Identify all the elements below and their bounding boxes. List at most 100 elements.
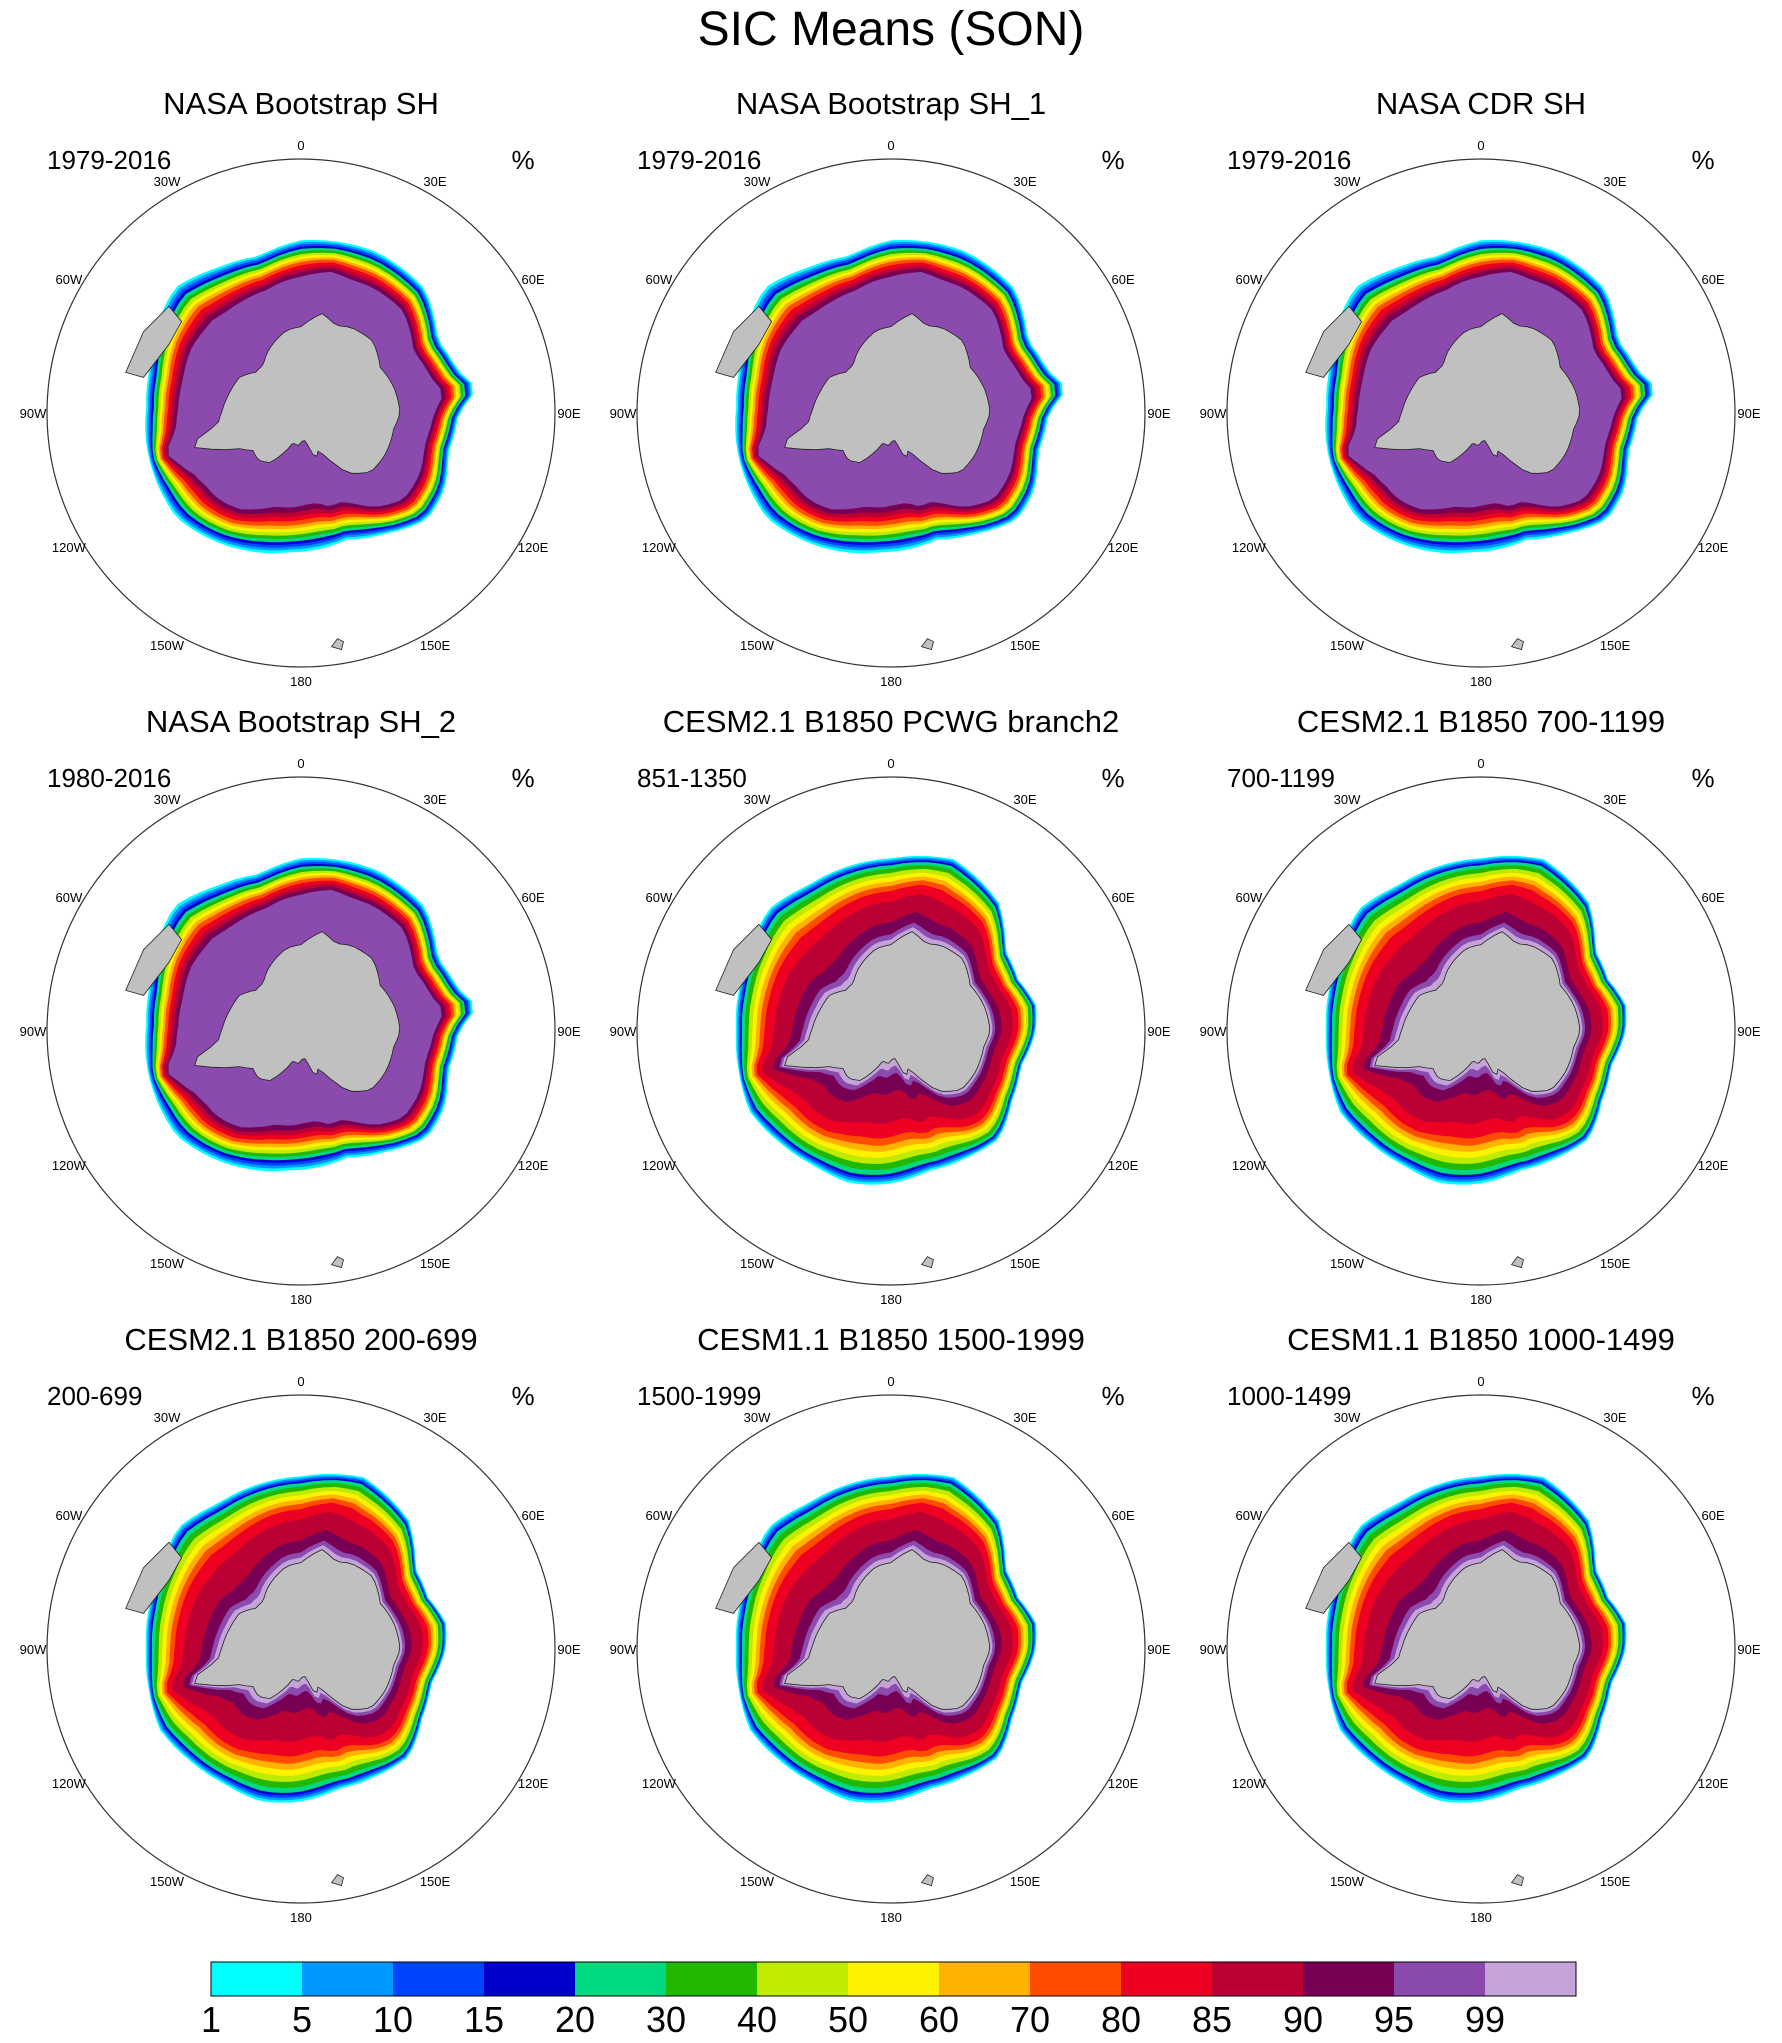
antarctica-land (1374, 1549, 1581, 1710)
longitude-label: 30E (423, 174, 446, 189)
map-panel: CESM2.1 B1850 PCWG branch2 851-1350 % 0 30E 6… (610, 704, 1171, 1307)
longitude-label: 30W (744, 1410, 771, 1425)
longitude-label: 30W (154, 792, 181, 807)
map-panel: CESM2.1 B1850 200-699 200-699 % 0 30E 60E 90E 1… (20, 1322, 581, 1925)
longitude-label: 120E (518, 1158, 549, 1173)
longitude-label: 60W (1236, 1508, 1263, 1523)
longitude-label: 120E (1108, 1776, 1139, 1791)
map-panel: CESM2.1 B1850 700-1199 700-1199 % 0 30E 60E 90… (1200, 704, 1761, 1307)
panel-title: CESM2.1 B1850 200-699 (124, 1322, 477, 1357)
longitude-label: 120W (642, 540, 677, 555)
longitude-label: 90W (20, 406, 47, 421)
new-zealand-land (1510, 1874, 1524, 1887)
panel-period: 1000-1499 (1227, 1381, 1351, 1411)
longitude-label: 0 (297, 138, 304, 153)
longitude-label: 120W (1232, 1776, 1267, 1791)
longitude-label: 30W (1334, 792, 1361, 807)
longitude-label: 180 (880, 1292, 902, 1307)
longitude-label: 60E (1112, 272, 1135, 287)
colorbar-swatch (393, 1962, 484, 1996)
map-panel: NASA CDR SH 1979-2016 % 0 30E 60E 90E 120E 150E 1… (1200, 86, 1761, 689)
longitude-label: 60W (646, 1508, 673, 1523)
panel-period: 200-699 (47, 1381, 142, 1411)
longitude-label: 30E (423, 1410, 446, 1425)
longitude-label: 30W (1334, 1410, 1361, 1425)
antarctica-land (194, 931, 401, 1092)
longitude-label: 180 (290, 1910, 312, 1925)
longitude-label: 60E (1702, 1508, 1725, 1523)
new-zealand-land (330, 1874, 344, 1887)
longitude-label: 90E (1737, 406, 1760, 421)
antarctica-land (194, 313, 401, 474)
panel-unit: % (511, 763, 534, 793)
panel-title: NASA CDR SH (1376, 86, 1586, 121)
longitude-label: 150E (1010, 638, 1041, 653)
colorbar-swatch (1303, 1962, 1394, 1996)
panel-period: 1979-2016 (47, 145, 171, 175)
longitude-label: 150E (1010, 1874, 1041, 1889)
longitude-label: 30E (1603, 792, 1626, 807)
panel-period: 1979-2016 (1227, 145, 1351, 175)
longitude-label: 150E (1600, 1874, 1631, 1889)
south-america-land (715, 1541, 773, 1614)
longitude-label: 90E (1737, 1642, 1760, 1657)
longitude-label: 90E (557, 1024, 580, 1039)
new-zealand-land (920, 638, 934, 651)
longitude-label: 180 (290, 674, 312, 689)
longitude-label: 90E (1737, 1024, 1760, 1039)
panel-period: 1500-1999 (637, 1381, 761, 1411)
south-america-land (1305, 1541, 1363, 1614)
panel-unit: % (511, 145, 534, 175)
antarctica-land (1374, 931, 1581, 1092)
longitude-label: 90W (610, 406, 637, 421)
longitude-label: 0 (887, 138, 894, 153)
new-zealand-land (920, 1256, 934, 1269)
longitude-label: 150W (1330, 1874, 1365, 1889)
longitude-label: 120W (1232, 1158, 1267, 1173)
longitude-label: 90W (1200, 1642, 1227, 1657)
longitude-label: 150W (1330, 638, 1365, 653)
new-zealand-land (330, 638, 344, 651)
colorbar-label: 15 (464, 1999, 504, 2040)
longitude-label: 150W (150, 1256, 185, 1271)
longitude-label: 0 (297, 756, 304, 771)
longitude-label: 120E (518, 540, 549, 555)
longitude-label: 90W (20, 1642, 47, 1657)
longitude-label: 60E (1702, 890, 1725, 905)
longitude-label: 120W (1232, 540, 1267, 555)
colorbar-swatch (666, 1962, 757, 1996)
antarctica-land (784, 931, 991, 1092)
panel-unit: % (1691, 145, 1714, 175)
longitude-label: 30W (154, 174, 181, 189)
longitude-label: 0 (887, 1374, 894, 1389)
panel-title: NASA Bootstrap SH (163, 86, 439, 121)
longitude-label: 30W (1334, 174, 1361, 189)
longitude-label: 0 (1477, 756, 1484, 771)
colorbar-frame (210, 1961, 1577, 1997)
longitude-label: 180 (880, 1910, 902, 1925)
longitude-label: 30E (1013, 174, 1036, 189)
panel-unit: % (1691, 1381, 1714, 1411)
longitude-label: 60W (56, 890, 83, 905)
map-panel: NASA Bootstrap SH_1 1979-2016 % 0 30E 60E 90E 1… (610, 86, 1171, 689)
longitude-label: 120E (1698, 540, 1729, 555)
south-america-land (1305, 305, 1363, 378)
antarctica-land (194, 1549, 401, 1710)
map-panel: CESM1.1 B1850 1000-1499 1000-1499 % 0 30E 60E… (1200, 1322, 1761, 1925)
colorbar-swatch (1394, 1962, 1485, 1996)
longitude-label: 150E (420, 1256, 451, 1271)
south-america-land (715, 923, 773, 996)
longitude-label: 150W (740, 1256, 775, 1271)
figure-title: SIC Means (SON) (698, 3, 1085, 56)
longitude-label: 60W (646, 272, 673, 287)
longitude-label: 90W (20, 1024, 47, 1039)
longitude-label: 150E (1600, 1256, 1631, 1271)
panel-title: CESM2.1 B1850 700-1199 (1297, 704, 1665, 739)
colorbar-swatch (757, 1962, 848, 1996)
panel-period: 1979-2016 (637, 145, 761, 175)
longitude-label: 90E (1147, 1642, 1170, 1657)
colorbar-swatch (1121, 1962, 1212, 1996)
longitude-label: 120W (642, 1776, 677, 1791)
colorbar-label: 99 (1465, 1999, 1505, 2040)
